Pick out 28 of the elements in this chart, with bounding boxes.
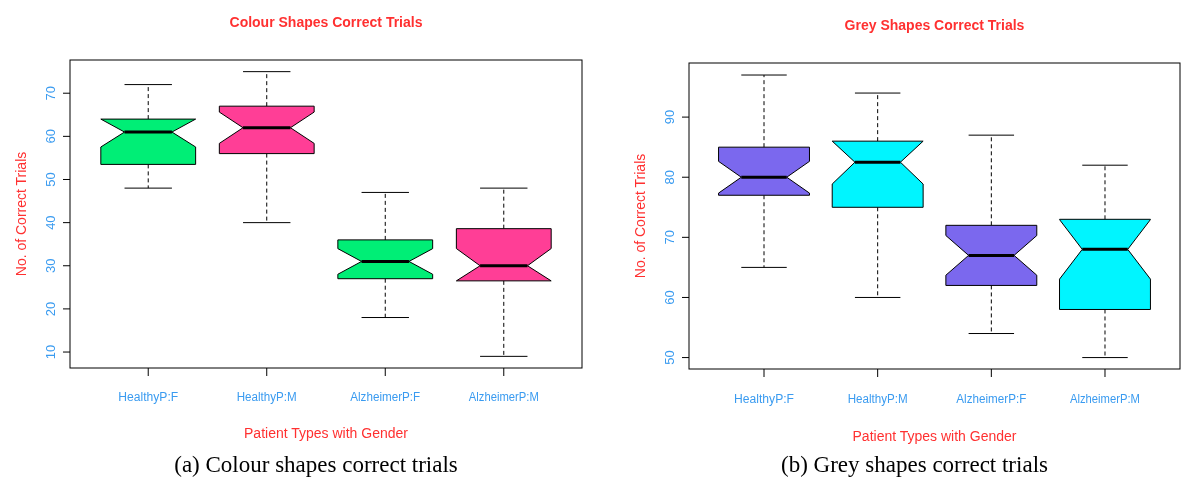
y-tick-label: 60 xyxy=(662,290,677,305)
text: (a) Colour shapes correct trials xyxy=(174,452,458,477)
x-tick-label: AlzheimerP:M xyxy=(468,390,544,404)
chart-title: Colour Shapes Correct Trials xyxy=(229,14,423,30)
x-tick-label: AlzheimerP:F xyxy=(350,390,423,404)
y-axis-title: No. of Correct Trials xyxy=(13,151,29,277)
text: (b) Grey shapes correct trials xyxy=(781,452,1049,477)
y-tick-label: 30 xyxy=(43,258,58,273)
y-tick-label: 40 xyxy=(43,215,58,230)
y-tick-label: 90 xyxy=(662,109,677,125)
x-tick-label: HealthyP:M xyxy=(236,390,299,404)
y-tick-label: 50 xyxy=(43,172,58,187)
x-axis-title: Patient Types with Gender xyxy=(852,428,1017,444)
x-tick-label: HealthyP:M xyxy=(847,392,910,406)
y-axis-title: No. of Correct Trials xyxy=(632,153,648,279)
y-tick-label: 70 xyxy=(662,230,677,245)
chart-title: Grey Shapes Correct Trials xyxy=(844,17,1025,33)
y-tick-label: 80 xyxy=(662,169,677,185)
y-tick-label: 20 xyxy=(43,301,58,317)
x-axis-title: Patient Types with Gender xyxy=(244,425,409,441)
x-tick-label: HealthyP:F xyxy=(734,392,795,406)
x-tick-label: AlzheimerP:M xyxy=(1069,392,1145,406)
x-tick-label: HealthyP:F xyxy=(118,390,179,404)
y-tick-label: 50 xyxy=(662,350,677,365)
x-tick-label: AlzheimerP:F xyxy=(956,392,1029,406)
y-tick-label: 60 xyxy=(43,129,58,144)
y-tick-label: 70 xyxy=(43,85,58,101)
y-tick-label: 10 xyxy=(43,344,58,360)
